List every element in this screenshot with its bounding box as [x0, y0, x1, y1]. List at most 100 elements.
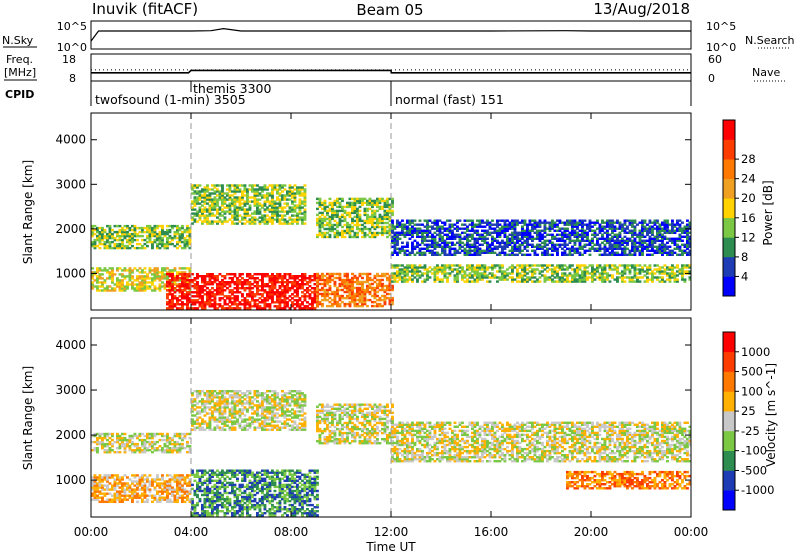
- heatmap-cell: [526, 243, 529, 246]
- heatmap-cell: [321, 272, 324, 276]
- heatmap-cell: [151, 273, 154, 276]
- heatmap-cell: [278, 218, 282, 221]
- heatmap-cell: [538, 237, 542, 240]
- heatmap-cell: [431, 237, 434, 240]
- heatmap-cell: [388, 298, 392, 302]
- heatmap-cell: [666, 223, 669, 226]
- heatmap-cell: [323, 217, 327, 221]
- heatmap-cell: [573, 268, 577, 271]
- heatmap-cell: [636, 245, 639, 248]
- heatmap-cell: [271, 186, 274, 189]
- heatmap-cell: [318, 221, 322, 225]
- heatmap-cell: [246, 202, 249, 205]
- heatmap-cell: [101, 238, 104, 242]
- heatmap-cell: [501, 231, 504, 234]
- heatmap-cell: [426, 221, 429, 224]
- heatmap-cell: [171, 271, 174, 274]
- heatmap-cell: [488, 233, 492, 236]
- heatmap-cell: [103, 230, 107, 234]
- heatmap-cell: [306, 289, 309, 292]
- heatmap-cell: [263, 204, 267, 207]
- heatmap-cell: [388, 280, 392, 284]
- heatmap-cell: [311, 291, 314, 294]
- heatmap-cell: [353, 219, 357, 223]
- heatmap-cell: [461, 268, 464, 271]
- heatmap-cell: [411, 280, 414, 283]
- heatmap-cell: [376, 221, 379, 225]
- heatmap-cell: [348, 223, 352, 227]
- heatmap-cell: [456, 270, 459, 273]
- heatmap-cell: [238, 291, 242, 294]
- heatmap-cell: [378, 201, 382, 205]
- heatmap-cell: [638, 243, 642, 246]
- heatmap-cell: [323, 227, 327, 231]
- heatmap-cell: [391, 253, 394, 256]
- heatmap-cell: [301, 273, 304, 276]
- heatmap-cell: [278, 275, 282, 278]
- heatmap-cell: [301, 200, 304, 203]
- heatmap-cell: [308, 279, 312, 282]
- heatmap-cell: [561, 237, 564, 240]
- heatmap-cell: [103, 244, 107, 248]
- heatmap-cell: [651, 276, 654, 279]
- heatmap-cell: [188, 301, 192, 304]
- heatmap-cell: [656, 233, 659, 236]
- heatmap-cell: [333, 227, 337, 231]
- heatmap-cell: [371, 294, 374, 298]
- heatmap-cell: [178, 238, 182, 242]
- heatmap-cell: [673, 231, 677, 234]
- heatmap-cell: [446, 233, 449, 236]
- heatmap-cell: [296, 190, 299, 193]
- heatmap-cell: [378, 221, 382, 225]
- heatmap-cell: [203, 188, 207, 191]
- heatmap-cell: [233, 303, 237, 306]
- heatmap-cell: [288, 188, 292, 191]
- heatmap-cell: [431, 227, 434, 230]
- heatmap-cell: [161, 285, 164, 288]
- heatmap-cell: [273, 301, 277, 304]
- heatmap-cell: [661, 229, 664, 232]
- heatmap-cell: [586, 227, 589, 230]
- heatmap-cell: [643, 235, 647, 238]
- heatmap-cell: [253, 222, 257, 225]
- heatmap-cell: [436, 225, 439, 228]
- heatmap-cell: [218, 283, 222, 286]
- heatmap-cell: [448, 219, 452, 222]
- heatmap-cell: [286, 285, 289, 288]
- heatmap-cell: [278, 291, 282, 294]
- heatmap-cell: [238, 279, 242, 282]
- heatmap-cell: [313, 277, 317, 280]
- heatmap-cell: [681, 243, 684, 246]
- heatmap-cell: [218, 214, 222, 217]
- heatmap-cell: [343, 296, 347, 300]
- heatmap-cell: [188, 299, 192, 302]
- heatmap-cell: [606, 247, 609, 250]
- heatmap-cell: [646, 227, 649, 230]
- heatmap-cell: [441, 270, 444, 273]
- heatmap-cell: [658, 270, 662, 273]
- heatmap-cell: [568, 221, 572, 224]
- heatmap-cell: [653, 223, 657, 226]
- heatmap-cell: [148, 224, 152, 228]
- heatmap-cell: [281, 198, 284, 201]
- heatmap-cell: [473, 280, 477, 283]
- heatmap-cell: [203, 192, 207, 195]
- heatmap-cell: [103, 234, 107, 238]
- heatmap-cell: [351, 272, 354, 276]
- heatmap-cell: [441, 225, 444, 228]
- heatmap-cell: [608, 221, 612, 224]
- heatmap-cell: [268, 277, 272, 280]
- heatmap-cell: [558, 280, 562, 283]
- heatmap-cell: [606, 239, 609, 242]
- heatmap-cell: [258, 222, 262, 225]
- heatmap-cell: [251, 212, 254, 215]
- heatmap-cell: [246, 198, 249, 201]
- heatmap-cell: [676, 243, 679, 246]
- heatmap-cell: [146, 281, 149, 284]
- heatmap-cell: [208, 188, 212, 191]
- heatmap-cell: [271, 293, 274, 296]
- heatmap-cell: [558, 221, 562, 224]
- heatmap-cell: [298, 307, 302, 310]
- heatmap-cell: [643, 219, 647, 222]
- heatmap-cell: [291, 285, 294, 288]
